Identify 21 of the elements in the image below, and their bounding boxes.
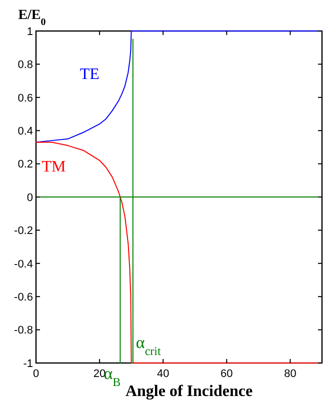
annotation: α$_{B}$	[104, 364, 121, 389]
y-tick-label: 0.8	[18, 59, 33, 72]
series-label: TM	[42, 158, 66, 176]
y-tick-label: 0.6	[18, 92, 33, 104]
series-label: TE	[80, 66, 100, 83]
y-tick-label: 0.2	[18, 158, 33, 171]
y-tick-label: -0.4	[14, 258, 33, 270]
annotation: α$_{crit}$	[136, 333, 162, 358]
y-axis-title: E/E$_{0}$	[18, 8, 46, 28]
x-tick-label: 80	[284, 368, 296, 380]
y-tick-label: 0	[26, 192, 33, 204]
x-axis-title: Angle of Incidence	[125, 383, 253, 400]
y-tick-label: -1	[23, 358, 33, 370]
x-tick-label: 20	[93, 368, 106, 380]
y-tick-label: -0.8	[14, 324, 33, 337]
x-tick-label: 60	[220, 368, 233, 380]
x-tick-label: 40	[156, 368, 170, 380]
y-tick-label: -0.6	[14, 291, 33, 304]
y-tick-label: 0.4	[18, 125, 33, 138]
y-tick-label: 1	[26, 26, 33, 38]
y-tick-label: -0.2	[14, 225, 33, 238]
